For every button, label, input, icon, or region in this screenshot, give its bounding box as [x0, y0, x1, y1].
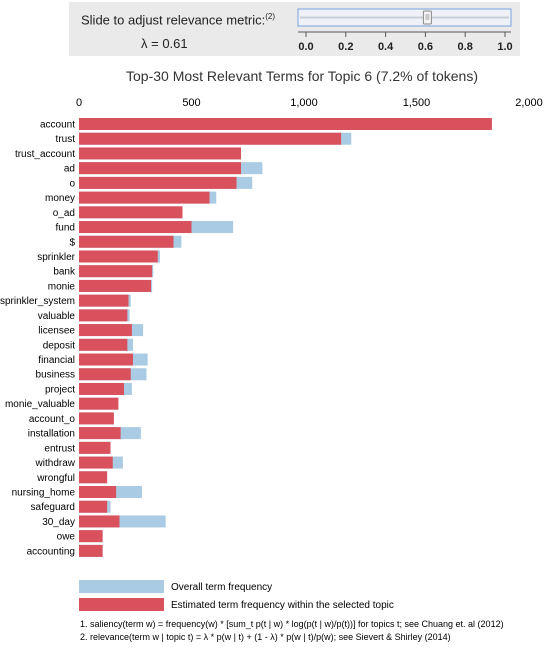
slider-tick-label: 1.0	[497, 41, 512, 53]
term-label: ad	[64, 164, 75, 175]
bar-topic	[79, 265, 153, 278]
term-label: withdraw	[35, 458, 76, 469]
bar-topic	[79, 471, 108, 484]
slider-label-text: Slide to adjust relevance metric:	[81, 12, 266, 28]
term-label: bank	[53, 267, 76, 278]
bar-topic	[79, 250, 158, 263]
slider-label: Slide to adjust relevance metric:(2)	[81, 12, 275, 27]
bar-topic	[79, 206, 183, 219]
term-label: nursing_home	[12, 488, 76, 499]
term-label: trust	[56, 134, 76, 145]
bar-topic	[79, 353, 133, 366]
term-label: trust_account	[15, 149, 75, 160]
bar-topic	[79, 338, 128, 351]
bar-topic	[79, 530, 103, 543]
bar-topic	[79, 324, 132, 337]
slider-tick-label: 0.2	[338, 41, 353, 53]
slider-footnote-ref: (2)	[265, 12, 276, 21]
term-label: sprinkler	[37, 252, 75, 263]
bar-topic	[79, 162, 241, 175]
bar-topic	[79, 397, 119, 410]
bar-topic	[79, 368, 131, 381]
bar-topic	[79, 441, 111, 454]
x-tick-label: 1,500	[403, 97, 431, 109]
term-label: valuable	[38, 311, 76, 322]
term-label: money	[45, 193, 75, 204]
bar-topic	[79, 294, 129, 307]
bar-topic	[79, 279, 151, 292]
legend: Overall term frequency Estimated term fr…	[79, 580, 394, 611]
term-label: monie_valuable	[5, 399, 75, 410]
x-tick-label: 500	[182, 97, 200, 109]
term-label: fund	[56, 223, 75, 234]
bar-topic	[79, 176, 237, 189]
slider-tick-label: 0.8	[458, 41, 473, 53]
slider-tick-label: 0.0	[298, 41, 313, 53]
lambda-readout: λ = 0.61	[141, 36, 188, 51]
bar-topic	[79, 427, 121, 440]
term-label: sprinkler_system	[0, 296, 75, 307]
footnote-saliency: 1. saliency(term w) = frequency(w) * [su…	[80, 619, 504, 629]
bar-topic	[79, 235, 174, 248]
term-label: business	[36, 370, 75, 381]
chart-title: Top-30 Most Relevant Terms for Topic 6 (…	[126, 68, 478, 84]
term-label: safeguard	[31, 502, 75, 513]
legend-swatch-topic	[79, 598, 164, 611]
term-label: o	[69, 178, 75, 189]
term-label: $	[69, 237, 75, 248]
legend-label-topic: Estimated term frequency within the sele…	[171, 600, 394, 611]
bar-topic	[79, 191, 210, 204]
term-label: owe	[57, 532, 76, 543]
bar-topic	[79, 147, 241, 160]
x-tick-label: 2,000	[515, 97, 543, 109]
bar-topic	[79, 132, 342, 145]
term-label: o_ad	[53, 208, 75, 219]
term-label: project	[45, 384, 75, 395]
term-label: wrongful	[36, 473, 75, 484]
term-label: installation	[28, 429, 75, 440]
x-tick-label: 1,000	[290, 97, 318, 109]
bar-topic	[79, 382, 124, 395]
term-label: monie	[48, 281, 76, 292]
bar-topic	[79, 118, 492, 130]
relevance-slider[interactable]: 0.0 0.2 0.4 0.6 0.8 1.0	[297, 8, 513, 53]
term-label: account_o	[29, 414, 76, 425]
slider-tick-label: 0.4	[378, 41, 394, 53]
slider-tick-label: 0.6	[418, 41, 433, 53]
footnote-relevance: 2. relevance(term w | topic t) = λ * p(w…	[80, 632, 451, 642]
x-tick-label: 0	[76, 97, 82, 109]
bar-topic	[79, 221, 192, 234]
term-label: financial	[38, 355, 75, 366]
term-label: licensee	[38, 326, 75, 337]
term-label: 30_day	[42, 517, 75, 528]
term-label: account	[40, 120, 75, 131]
bar-topic	[79, 544, 103, 557]
bar-topic	[79, 515, 120, 528]
bar-topic	[79, 486, 117, 498]
legend-label-overall: Overall term frequency	[171, 582, 272, 593]
x-axis: 0 500 1,000 1,500 2,000	[76, 97, 543, 109]
bar-topic	[79, 309, 128, 322]
term-label: deposit	[43, 340, 75, 351]
term-label: entrust	[44, 443, 75, 454]
bar-topic	[79, 456, 113, 469]
slider-handle[interactable]	[422, 10, 432, 25]
bar-series	[79, 118, 492, 557]
bar-topic	[79, 412, 114, 425]
legend-swatch-overall	[79, 580, 164, 593]
bar-topic	[79, 500, 108, 513]
term-label: accounting	[27, 546, 75, 557]
